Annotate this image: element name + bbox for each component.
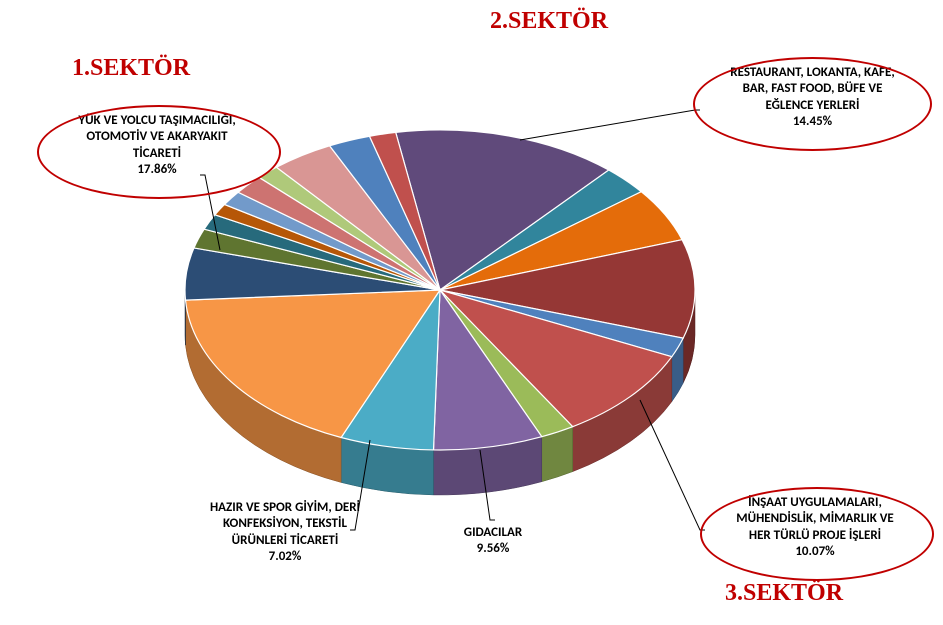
callout-insaat: İNŞAAT UYGULAMALARI,MÜHENDİSLİK, MİMARLI… <box>705 495 925 560</box>
callout-gidacilar: GIDACILAR9.56% <box>438 525 548 558</box>
pie-chart-figure: { "chart":{ "type":"pie-3d", "cx":440,"c… <box>0 0 943 625</box>
header-sector-2: 2.SEKTÖR <box>490 8 608 35</box>
callout-tasimacilik: YÜK VE YOLCU TAŞIMACILIĞI,OTOMOTİV VE AK… <box>42 113 272 178</box>
callout-restaurant: RESTAURANT, LOKANTA, KAFE,BAR, FAST FOOD… <box>700 65 925 130</box>
header-sector-3: 3.SEKTÖR <box>725 580 843 607</box>
callout-giyim: HAZIR VE SPOR GİYİM, DERİKONFEKSİYON, TE… <box>170 500 400 565</box>
header-sector-1: 1.SEKTÖR <box>72 55 190 82</box>
